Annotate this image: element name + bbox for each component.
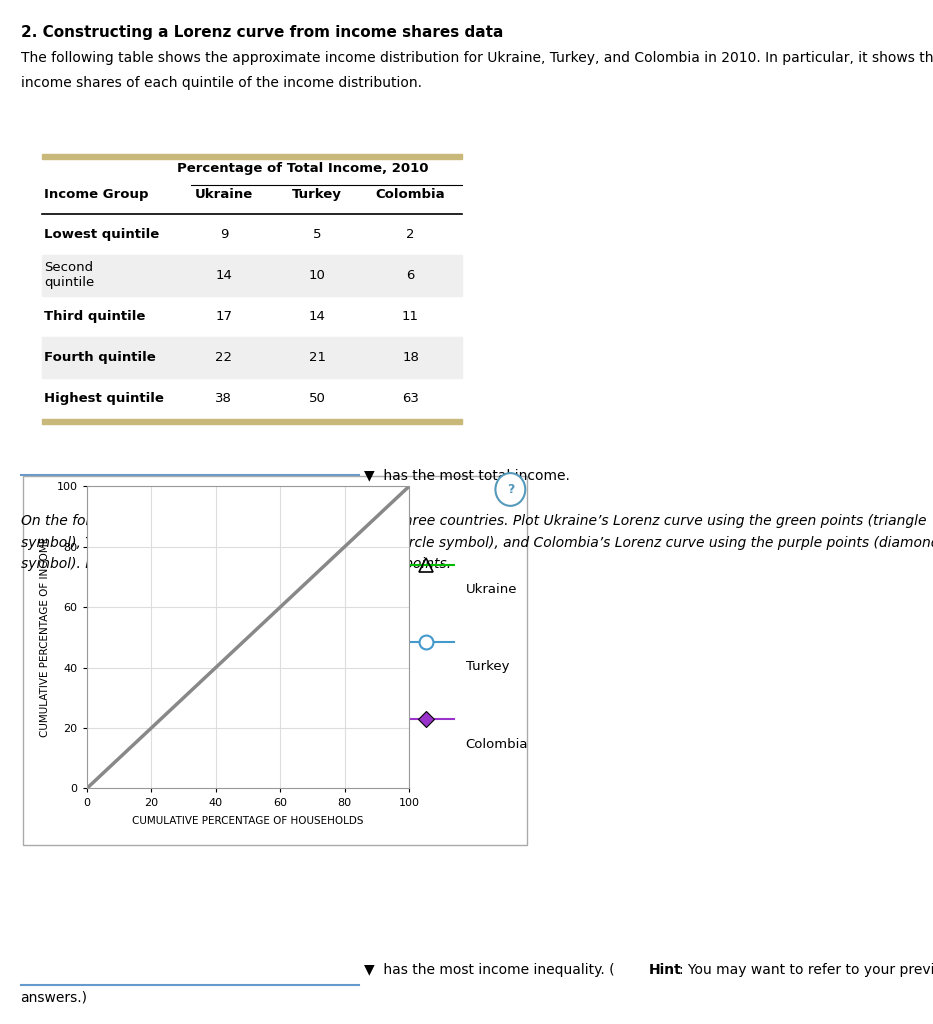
Text: The following table shows the approximate income distribution for Ukraine, Turke: The following table shows the approximat… <box>21 51 933 90</box>
Text: Percentage of Total Income, 2010: Percentage of Total Income, 2010 <box>176 162 428 175</box>
Text: 38: 38 <box>216 392 232 404</box>
Bar <box>23 476 527 845</box>
Text: Highest quintile: Highest quintile <box>44 392 163 404</box>
Text: ▼  has the most income inequality. (: ▼ has the most income inequality. ( <box>364 963 615 977</box>
Text: Ukraine: Ukraine <box>195 188 253 202</box>
Text: 18: 18 <box>402 351 419 364</box>
Text: 17: 17 <box>216 310 232 323</box>
Text: : You may want to refer to your previous: : You may want to refer to your previous <box>679 963 933 977</box>
Text: On the following graph, plot the Lorenz curves for the three countries. Plot Ukr: On the following graph, plot the Lorenz … <box>21 514 933 571</box>
Bar <box>42 419 462 424</box>
X-axis label: CUMULATIVE PERCENTAGE OF HOUSEHOLDS: CUMULATIVE PERCENTAGE OF HOUSEHOLDS <box>132 816 364 825</box>
Text: 11: 11 <box>402 310 419 323</box>
Text: answers.): answers.) <box>21 990 88 1005</box>
Y-axis label: CUMULATIVE PERCENTAGE OF INCOME: CUMULATIVE PERCENTAGE OF INCOME <box>40 538 49 737</box>
Text: 14: 14 <box>216 269 232 282</box>
Text: 10: 10 <box>309 269 326 282</box>
Text: Lowest quintile: Lowest quintile <box>44 228 160 241</box>
Text: 2: 2 <box>406 228 415 241</box>
Text: Second
quintile: Second quintile <box>44 261 94 290</box>
Text: 6: 6 <box>407 269 414 282</box>
Text: 21: 21 <box>309 351 326 364</box>
Text: ▼  has the most total income.: ▼ has the most total income. <box>364 468 570 482</box>
Text: ?: ? <box>507 483 514 496</box>
Text: 5: 5 <box>313 228 322 241</box>
Text: 9: 9 <box>220 228 228 241</box>
Text: 50: 50 <box>309 392 326 404</box>
Text: 63: 63 <box>402 392 419 404</box>
Text: Fourth quintile: Fourth quintile <box>44 351 156 364</box>
Text: Ukraine: Ukraine <box>466 583 517 596</box>
Text: Colombia: Colombia <box>466 738 528 751</box>
Text: Colombia: Colombia <box>376 188 445 202</box>
Bar <box>42 337 462 378</box>
Circle shape <box>495 473 525 506</box>
Text: Income Group: Income Group <box>44 188 148 202</box>
Text: Turkey: Turkey <box>466 660 509 674</box>
Text: Third quintile: Third quintile <box>44 310 146 323</box>
Text: Turkey: Turkey <box>292 188 342 202</box>
Text: 22: 22 <box>216 351 232 364</box>
Bar <box>42 255 462 296</box>
Text: Hint: Hint <box>648 963 681 977</box>
Text: 14: 14 <box>309 310 326 323</box>
Bar <box>42 154 462 159</box>
Text: 2. Constructing a Lorenz curve from income shares data: 2. Constructing a Lorenz curve from inco… <box>21 25 503 40</box>
